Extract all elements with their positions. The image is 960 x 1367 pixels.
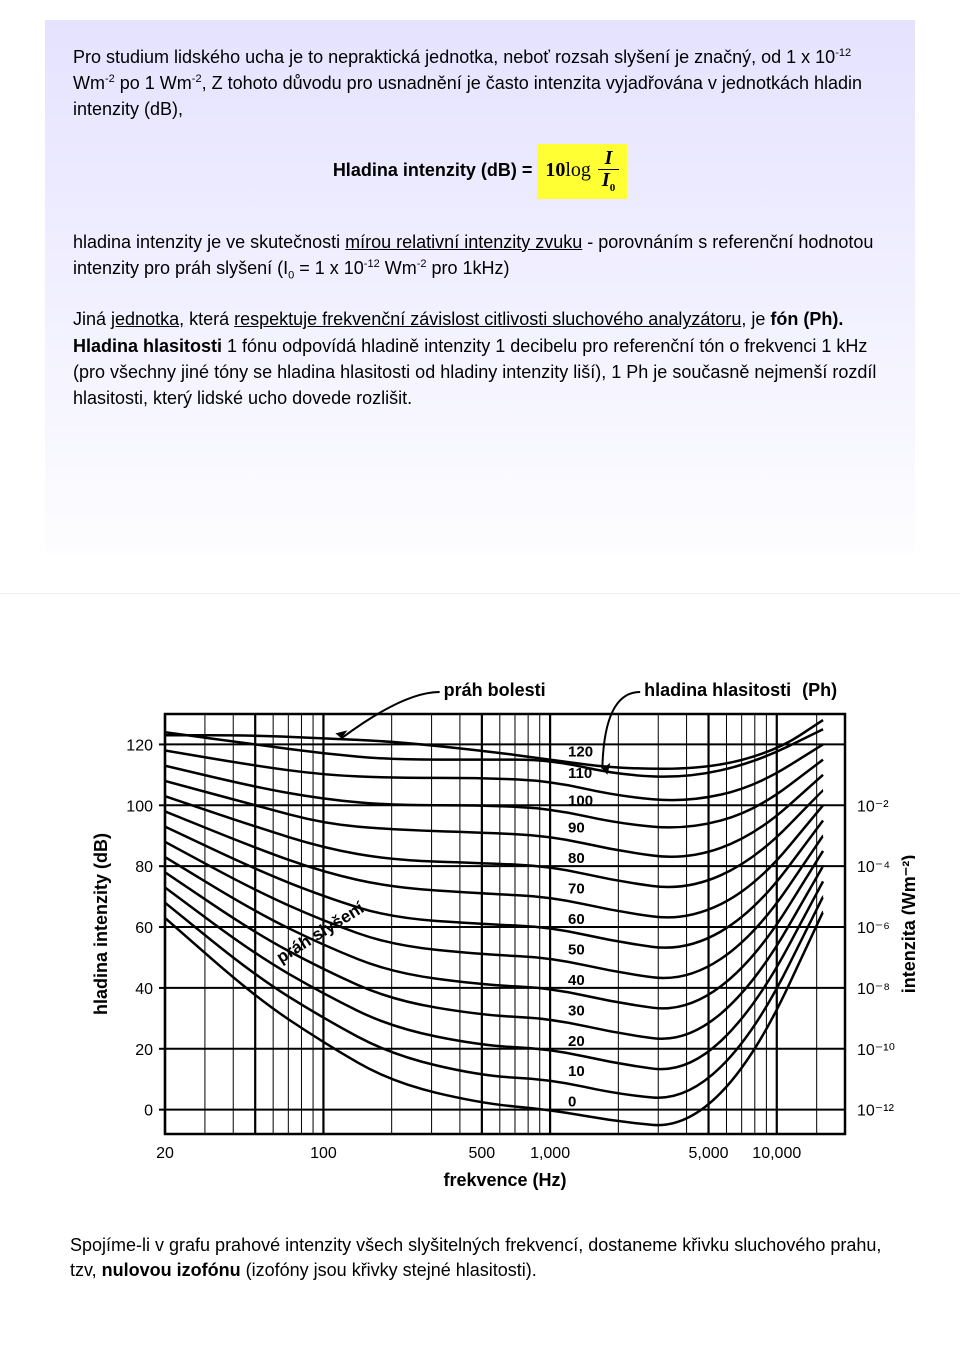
p3-line2a: Hladina hlasitosti (73, 336, 222, 356)
svg-text:80: 80 (135, 859, 153, 876)
paragraph-2: hladina intenzity je ve skutečnosti míro… (73, 229, 887, 285)
svg-text:10⁻⁶: 10⁻⁶ (857, 920, 890, 937)
p3-b: která (184, 309, 234, 329)
svg-text:0: 0 (568, 1093, 576, 1110)
p2-a: hladina intenzity je ve skutečnosti (73, 232, 345, 252)
slide-panel: Pro studium lidského ucha je to neprakti… (45, 20, 915, 553)
p3-bold: fón (Ph). (770, 309, 843, 329)
svg-text:30: 30 (568, 1002, 585, 1019)
p2-e: pro 1kHz) (426, 258, 509, 278)
svg-text:hladina hlasitosti: hladina hlasitosti (644, 680, 791, 700)
svg-text:5,000: 5,000 (689, 1145, 729, 1162)
svg-text:10⁻¹²: 10⁻¹² (857, 1102, 895, 1119)
p3-u2: respektuje frekvenční závislost citlivos… (234, 309, 741, 329)
p2-c: = 1 x 10 (294, 258, 364, 278)
svg-text:100: 100 (310, 1145, 337, 1162)
svg-text:20: 20 (568, 1033, 585, 1050)
svg-text:hladina intenzity (dB): hladina intenzity (dB) (91, 833, 111, 1015)
cap-c: (izofóny jsou křivky stejné hlasitosti). (241, 1260, 537, 1280)
formula-line: Hladina intenzity (dB) = 10log I I0 (73, 144, 887, 199)
formula-den: I0 (598, 170, 619, 195)
equal-loudness-chart: 1201101009080706050403020100020406080100… (45, 664, 915, 1209)
svg-text:10⁻⁸: 10⁻⁸ (857, 981, 890, 998)
svg-text:100: 100 (126, 798, 153, 815)
chart-svg: 1201101009080706050403020100020406080100… (45, 664, 915, 1204)
svg-text:10,000: 10,000 (752, 1145, 801, 1162)
chart-caption: Spojíme-li v grafu prahové intenzity vše… (70, 1233, 890, 1283)
svg-text:(Ph): (Ph) (802, 680, 837, 700)
p2-exp1: -12 (364, 258, 380, 270)
p2-d: Wm (380, 258, 417, 278)
svg-text:40: 40 (568, 972, 585, 989)
formula-log: log (565, 159, 591, 181)
p1-b: Wm (73, 73, 105, 93)
svg-text:80: 80 (568, 850, 585, 867)
svg-text:10: 10 (568, 1063, 585, 1080)
formula-ten: 10 (545, 159, 565, 181)
intensity-level-label: Hladina intenzity (dB) = (333, 160, 538, 180)
p3-u1: jednotka, (111, 309, 184, 329)
svg-text:40: 40 (135, 981, 153, 998)
slide-divider (0, 593, 960, 664)
svg-text:110: 110 (568, 765, 592, 782)
svg-text:1,000: 1,000 (530, 1145, 570, 1162)
svg-text:50: 50 (568, 941, 585, 958)
paragraph-3: Jiná jednotka, která respektuje frekvenč… (73, 306, 887, 410)
formula-box: 10log I I0 (537, 144, 627, 199)
svg-text:500: 500 (469, 1145, 496, 1162)
svg-text:60: 60 (135, 920, 153, 937)
svg-text:frekvence (Hz): frekvence (Hz) (443, 1170, 566, 1190)
formula-num: I (598, 148, 619, 170)
svg-text:120: 120 (568, 743, 593, 760)
svg-text:10⁻¹⁰: 10⁻¹⁰ (857, 1042, 895, 1059)
svg-text:20: 20 (156, 1145, 174, 1162)
svg-text:0: 0 (144, 1102, 153, 1119)
p1-exp2: -2 (105, 73, 115, 85)
formula-fraction: I I0 (598, 148, 619, 195)
p2-u: mírou relativní intenzity zvuku (345, 232, 582, 252)
svg-text:70: 70 (568, 880, 585, 897)
svg-text:20: 20 (135, 1042, 153, 1059)
p2-exp2: -2 (417, 258, 427, 270)
svg-text:100: 100 (568, 792, 593, 809)
svg-text:10⁻⁴: 10⁻⁴ (857, 859, 890, 876)
p1-a: Pro studium lidského ucha je to neprakti… (73, 47, 835, 67)
svg-text:60: 60 (568, 911, 585, 928)
svg-text:10⁻²: 10⁻² (857, 798, 889, 815)
paragraph-1: Pro studium lidského ucha je to neprakti… (73, 44, 887, 122)
p1-exp3: -2 (192, 73, 202, 85)
p3-c: , je (741, 309, 770, 329)
svg-text:120: 120 (126, 737, 153, 754)
p1-c: po 1 Wm (115, 73, 192, 93)
svg-text:intenzita (Wm⁻²): intenzita (Wm⁻²) (899, 855, 915, 993)
p3-a: Jiná (73, 309, 111, 329)
cap-b: nulovou izofónu (102, 1260, 241, 1280)
svg-text:práh bolesti: práh bolesti (444, 680, 546, 700)
svg-text:90: 90 (568, 820, 585, 837)
p1-exp1: -12 (835, 47, 851, 59)
